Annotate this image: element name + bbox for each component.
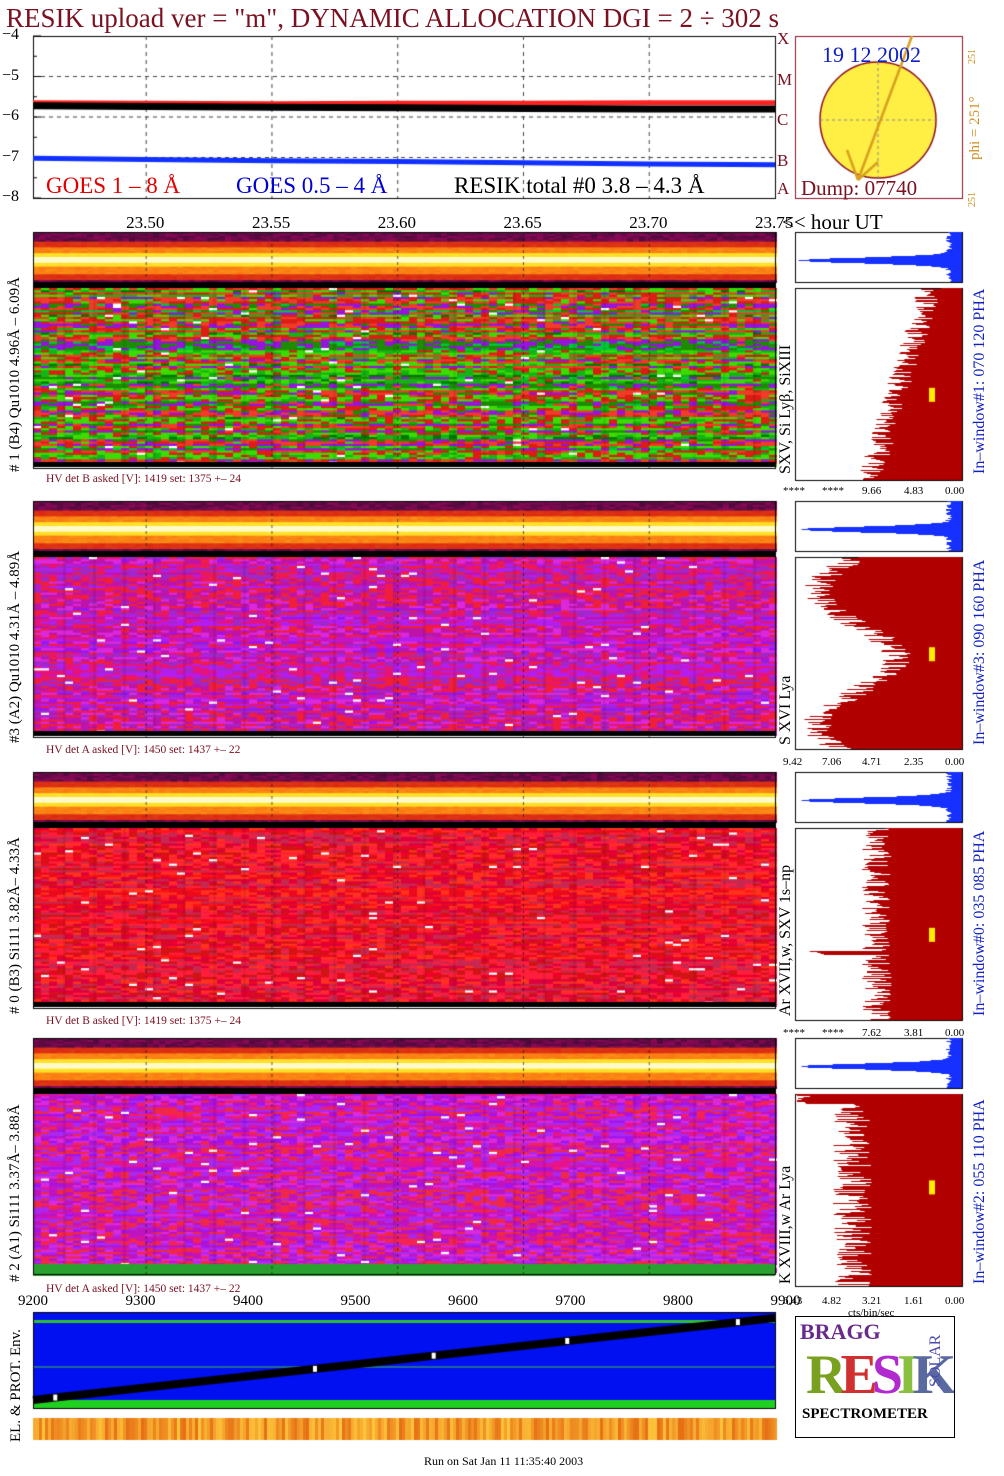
bottom-x-tick: 9500 [340, 1293, 371, 1309]
channel-window-label: In–window#1: 070 120 PHA [971, 288, 988, 474]
bottom-x-tick: 9900 [770, 1293, 801, 1309]
channel-axis-tick: 9.42 [783, 756, 803, 768]
logo-caption: SPECTROMETER [802, 1406, 928, 1422]
y-tick-label: −4 [2, 26, 20, 43]
channel-axis-tick: 3.81 [904, 1027, 924, 1039]
page-title: RESIK upload ver = "m", DYNAMIC ALLOCATI… [6, 3, 780, 33]
logo-side-left: BRAGG [800, 1319, 881, 1344]
channel-line-label: K XVIII,w Ar Lya [777, 1165, 794, 1284]
channel-axis-tick: 4.71 [862, 756, 882, 768]
channel-axis-tick: **** [783, 1027, 805, 1039]
class-letter: C [777, 110, 789, 129]
phi-label: phi = 251° [967, 96, 983, 160]
y-tick-label: −8 [2, 188, 20, 205]
legend-goes-long: GOES 1 – 8 Å [46, 173, 181, 198]
channel-line-label: Ar XVII,w, SXV 1s–np [777, 864, 794, 1016]
sun-date: 19 12 2002 [822, 42, 921, 67]
bottom-x-tick: 9600 [448, 1293, 478, 1309]
x-tick-label: 23.75 [755, 213, 794, 232]
channel-axis-tick: 4.83 [904, 485, 924, 497]
phi-small-bottom: 251 [967, 192, 978, 207]
channel-window-label: In–window#0: 035 085 PHA [971, 830, 988, 1016]
legend-goes-short: GOES 0.5 – 4 Å [236, 173, 388, 198]
channel-axis-tick: 7.06 [822, 756, 842, 768]
class-letter: X [777, 29, 790, 48]
channel-axis-tick: **** [822, 485, 844, 497]
class-letter: M [777, 69, 793, 89]
channel-left-label: # 1 (B4) Qu1010 4.96Å – 6.09Å [7, 277, 23, 472]
channel-left-label: # 2 (A1) Si111 3.37Å– 3.88Å [7, 1104, 23, 1282]
logo-side-right: SOLAR [927, 1334, 944, 1387]
legend-resik-total: RESIK total #0 3.8 – 4.3 Å [454, 173, 705, 198]
x-unit-label: << hour UT [782, 210, 883, 234]
channel-axis-tick: 0.00 [945, 1295, 965, 1307]
y-tick-label: −7 [2, 147, 20, 165]
channel-axis-tick: 4.82 [822, 1295, 842, 1307]
x-tick-label: 23.70 [629, 213, 668, 232]
channel-hv-label: HV det A asked [V]: 1450 set: 1437 +– 22 [46, 744, 241, 756]
channel-axis-tick: 2.35 [904, 756, 924, 768]
channel-window-label: In–window#3: 090 160 PHA [971, 559, 988, 745]
logo-word: RESIK [806, 1344, 954, 1406]
channel-axis-tick: 0.00 [945, 756, 965, 768]
y-tick-label: −6 [2, 107, 20, 124]
class-letter: A [777, 178, 790, 198]
bottom-panel-ylabel: EL. & PROT. Env. [8, 1329, 24, 1442]
dump-number: Dump: 07740 [801, 176, 918, 200]
channel-axis-tick: 6.43 [783, 1295, 803, 1307]
bottom-x-tick: 9700 [555, 1293, 586, 1309]
channel-left-label: # 0 (B3) Si111 3.82Å– 4.33Å [7, 837, 23, 1014]
channel-window-label: In–window#2: 055 110 PHA [971, 1099, 988, 1284]
phi-small-top: 251 [967, 49, 978, 64]
channel-axis-tick: **** [783, 485, 805, 497]
channel-line-label: SXV, Si Lyβ, SiXIII [777, 344, 794, 474]
channel-axis-tick: 0.00 [945, 485, 965, 497]
x-tick-label: 23.65 [503, 213, 542, 232]
x-tick-label: 23.50 [126, 213, 165, 232]
channel-unit: cts/bin/sec [848, 1307, 895, 1319]
bottom-x-tick: 9200 [18, 1293, 48, 1309]
x-tick-label: 23.55 [251, 213, 291, 232]
y-tick-label: −5 [2, 66, 20, 84]
channel-axis-tick: 3.21 [862, 1295, 882, 1307]
channel-hv-label: HV det A asked [V]: 1450 set: 1437 +– 22 [46, 1283, 241, 1295]
bottom-x-tick: 9300 [125, 1293, 156, 1309]
channel-line-label: S XVI Lya [777, 675, 794, 745]
channel-axis-tick: 9.66 [862, 485, 882, 497]
channel-axis-tick: 1.61 [904, 1295, 924, 1307]
x-tick-label: 23.60 [377, 213, 416, 232]
bottom-x-tick: 9800 [663, 1293, 693, 1309]
class-letter: B [777, 150, 789, 170]
resik-logo: BRAGG RESIK SOLAR SPECTROMETER [795, 1316, 955, 1438]
channel-hv-label: HV det B asked [V]: 1419 set: 1375 +– 24 [46, 473, 242, 485]
channel-axis-tick: 7.62 [862, 1027, 882, 1039]
footer-run-info: Run on Sat Jan 11 11:35:40 2003 [424, 1454, 584, 1468]
bottom-x-tick: 9400 [233, 1293, 263, 1309]
channel-axis-tick: 0.00 [945, 1027, 965, 1039]
channel-left-label: #3 (A2) Qu1010 4.31Å – 4.89Å [7, 550, 23, 743]
channel-hv-label: HV det B asked [V]: 1419 set: 1375 +– 24 [46, 1015, 242, 1027]
channel-axis-tick: **** [822, 1027, 844, 1039]
